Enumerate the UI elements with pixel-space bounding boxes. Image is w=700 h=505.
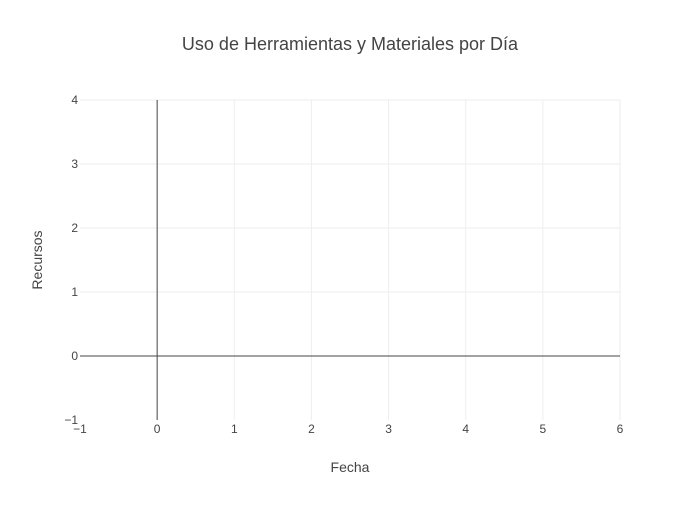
y-tick-label: 0 [71,349,78,363]
y-tick-label: 3 [71,157,78,171]
x-tick-label: 6 [617,422,624,436]
y-tick-label: 1 [71,285,78,299]
x-gridlines [233,100,621,420]
x-tick-label: 5 [540,422,547,436]
y-tick-label: 2 [71,221,78,235]
zero-lines [80,100,620,420]
x-axis-title: Fecha [331,459,370,475]
y-axis-title: Recursos [29,230,45,289]
y-tick-label: 4 [71,93,78,107]
y-tick-labels: −1 0 1 2 3 4 [64,93,78,427]
x-tick-label: 3 [385,422,392,436]
x-tick-label: 0 [154,422,161,436]
chart-title: Uso de Herramientas y Materiales por Día [182,34,519,54]
x-tick-label: 2 [308,422,315,436]
x-tick-label: −1 [73,422,87,436]
y-gridlines [80,99,620,293]
x-tick-labels: −1 0 1 2 3 4 5 6 [73,422,624,436]
x-tick-label: 1 [231,422,238,436]
x-tick-label: 4 [462,422,469,436]
y-tick-label: −1 [64,413,78,427]
